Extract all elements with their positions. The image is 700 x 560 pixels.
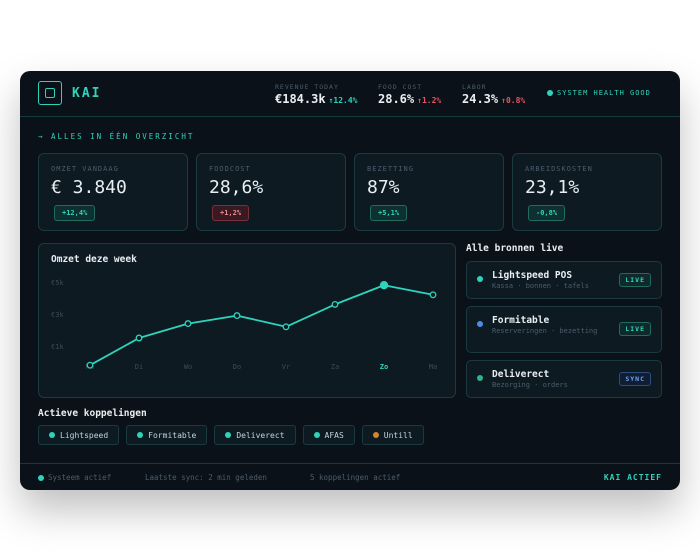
status-dot-icon [313,432,320,438]
kpi-delta: ↑1.2% [417,96,442,105]
source-name: Formitable [492,315,550,326]
chip-label: Formitable [148,430,197,440]
status-dot-icon [38,475,44,481]
card-value: 23,1% [525,177,580,198]
source-description: Kassa · bonnen · tafels [492,282,589,290]
x-tick-label: Za [331,363,339,371]
card-foodcost[interactable]: FOODCOST 28,6% +1,2% [196,153,346,231]
kpi-label: REVENUE TODAY [275,83,339,91]
kpi-label: FOOD COST [378,83,423,91]
y-tick-label: €3k [51,311,64,319]
change-badge: +12,4% [54,205,96,221]
chip-label: Deliverect [236,430,285,440]
data-point [379,281,389,290]
connections-list: Lightspeed Formitable Deliverect AFAS Un… [38,425,424,445]
card-value: € 3.840 [51,177,127,198]
card-value: 28,6% [209,177,264,198]
status-dot-icon [372,432,379,438]
data-point [429,291,437,299]
source-name: Deliverect [492,369,550,380]
kpi-labor: LABOR 24.3% ↑0.8% [462,83,525,106]
brand-name: KAI [72,86,102,101]
logo-icon[interactable] [38,81,62,105]
footer-kai-status: KAI ACTIEF [603,473,662,482]
app-window: KAI REVENUE TODAY €184.3k ↑12.4% FOOD COS… [20,71,680,490]
source-name: Lightspeed POS [492,270,573,281]
change-badge: +5,1% [370,205,408,221]
sources-title: Alle bronnen live [466,243,564,254]
data-point [233,312,241,320]
card-omzet-vandaag[interactable]: OMZET VANDAAG € 3.840 +12,4% [38,153,188,231]
kpi-value: 28.6% [378,92,415,106]
status-dot-icon [477,321,483,327]
kpi-delta: ↑0.8% [501,96,526,105]
chip-label: Untill [383,430,413,440]
source-description: Bezorging · orders [492,381,568,389]
source-formitable[interactable]: Formitable Reserveringen · bezetting LIV… [466,306,662,353]
chip-deliverect[interactable]: Deliverect [214,425,296,445]
chip-formitable[interactable]: Formitable [126,425,208,445]
footer-connection-count: 5 koppelingen actief [310,473,401,482]
y-tick-label: €5k [51,279,64,287]
card-label: BEZETTING [367,165,414,173]
source-lightspeed[interactable]: Lightspeed POS Kassa · bonnen · tafels L… [466,261,662,299]
card-value: 87% [367,177,400,198]
data-point [135,334,143,342]
footer-status-text: Systeem actief [48,473,112,482]
chip-label: AFAS [324,430,344,440]
source-deliverect[interactable]: Deliverect Bezorging · orders SYNC [466,360,662,398]
chart-title: Omzet deze week [51,254,137,265]
status-dot-icon [477,276,483,282]
top-bar: KAI REVENUE TODAY €184.3k ↑12.4% FOOD COS… [20,71,680,117]
status-dot-icon [137,432,144,438]
chip-lightspeed[interactable]: Lightspeed [38,425,120,445]
x-tick-label: Do [233,363,241,371]
x-tick-label: Di [135,363,143,371]
card-label: ARBEIDSKOSTEN [525,165,593,173]
kpi-delta: ↑12.4% [328,96,358,105]
kpi-value: €184.3k [275,92,326,106]
card-bezetting[interactable]: BEZETTING 87% +5,1% [354,153,504,231]
source-description: Reserveringen · bezetting [492,327,598,335]
status-dot-icon [49,432,55,438]
data-point [86,361,94,369]
data-point [282,323,290,331]
footer-system-status: Systeem actief [38,473,111,482]
card-arbeidskosten[interactable]: ARBEIDSKOSTEN 23,1% -0,8% [512,153,662,231]
status-tag: LIVE [619,273,651,287]
chip-label: Lightspeed [60,430,109,440]
chip-untill[interactable]: Untill [361,425,424,445]
revenue-series-line [89,284,434,366]
x-tick-label: Wo [184,363,192,371]
status-dot-icon [547,90,553,96]
status-tag: LIVE [619,322,651,336]
kpi-value: 24.3% [462,92,499,106]
card-label: OMZET VANDAAG [51,165,119,173]
section-label: → ALLES IN ÉÉN OVERZICHT [38,132,195,141]
kpi-label: LABOR [462,83,487,91]
health-label: SYSTEM HEALTH GOOD [557,89,651,97]
x-tick-label: Vr [282,363,290,371]
x-tick-label: Ma [429,363,437,371]
x-tick-label: Zo [380,363,388,371]
change-badge: +1,2% [212,205,250,221]
status-dot-icon [225,432,232,438]
data-point [184,320,192,328]
kpi-revenue-today: REVENUE TODAY €184.3k ↑12.4% [275,83,357,106]
status-tag: SYNC [619,372,651,386]
chip-afas[interactable]: AFAS [302,425,355,445]
y-tick-label: €1k [51,343,64,351]
revenue-line-chart: €1k€3k€5kMaDiWoDoVrZaZoMa [51,279,437,371]
footer-last-sync: Laatste sync: 2 min geleden [145,473,267,482]
kpi-food-cost: FOOD COST 28.6% ↑1.2% [378,83,441,106]
status-dot-icon [477,375,483,381]
revenue-chart-panel: Omzet deze week €1k€3k€5kMaDiWoDoVrZaZoM… [38,243,456,398]
connections-title: Actieve koppelingen [38,408,147,419]
change-badge: -0,8% [528,205,566,221]
status-footer: Systeem actief Laatste sync: 2 min geled… [20,463,680,490]
data-point [331,300,339,308]
card-label: FOODCOST [209,165,251,173]
system-health-indicator: SYSTEM HEALTH GOOD [547,89,651,97]
